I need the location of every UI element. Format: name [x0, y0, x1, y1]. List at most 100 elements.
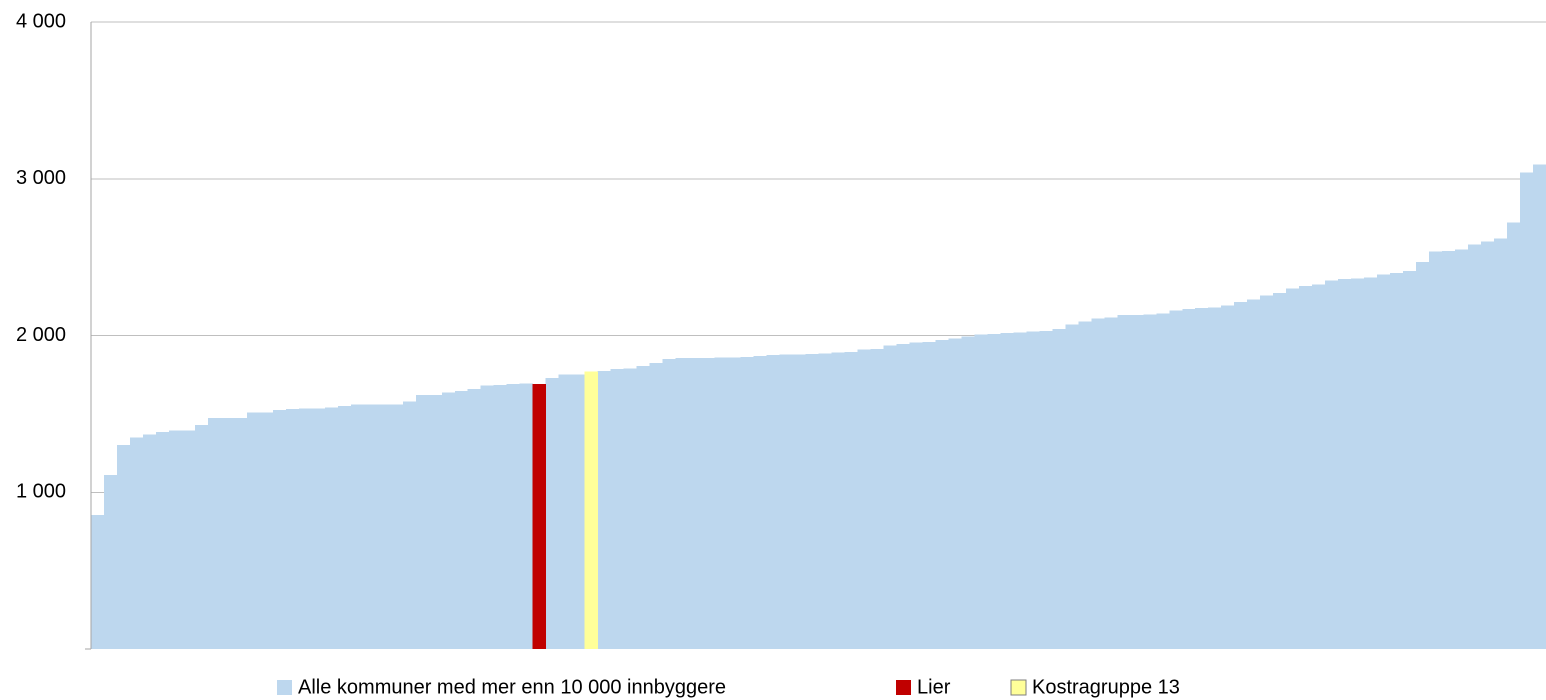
- bar: [1143, 314, 1157, 649]
- bar: [636, 366, 651, 649]
- legend-label: Alle kommuner med mer enn 10 000 innbygg…: [298, 676, 726, 698]
- bar: [1468, 244, 1482, 649]
- bar: [610, 369, 625, 649]
- bar: [1169, 310, 1183, 649]
- bar: [623, 368, 638, 649]
- bar: [259, 412, 274, 649]
- bar: [857, 349, 871, 649]
- bar: [753, 355, 768, 649]
- bar: [649, 362, 664, 649]
- bar: [337, 406, 352, 649]
- bar: [922, 341, 936, 649]
- bar: [402, 401, 417, 649]
- bar: [974, 334, 988, 649]
- legend-label: Lier: [917, 676, 951, 698]
- bar: [1299, 286, 1313, 649]
- bar: [987, 333, 1001, 649]
- bar: [194, 424, 209, 649]
- bar: [272, 409, 287, 649]
- bar: [779, 354, 794, 649]
- bar: [454, 391, 469, 649]
- bar: [662, 359, 677, 649]
- bar: [1104, 317, 1118, 649]
- bar: [558, 374, 573, 649]
- bar: [155, 431, 170, 649]
- bar: [831, 352, 845, 649]
- bar: [909, 342, 923, 649]
- bar: [883, 345, 897, 649]
- bar: [896, 344, 910, 649]
- legend-label: Kostragruppe 13: [1032, 676, 1180, 698]
- bar: [1520, 172, 1534, 650]
- bar: [298, 408, 313, 649]
- bar: [428, 395, 443, 649]
- bar: [220, 417, 235, 649]
- y-tick-label: 4 000: [16, 10, 66, 32]
- bar: [1273, 293, 1287, 649]
- bar: [961, 336, 975, 649]
- bar: [766, 355, 781, 649]
- bar: [1117, 315, 1131, 649]
- bar: [1156, 313, 1170, 649]
- bar: [506, 384, 521, 649]
- bar: [1039, 330, 1053, 649]
- bar: [532, 384, 547, 649]
- bar: [311, 408, 326, 649]
- bar: [480, 385, 495, 649]
- bar: [389, 404, 404, 649]
- bar: [363, 404, 378, 649]
- bar: [740, 357, 755, 649]
- bar: [350, 404, 365, 649]
- bar: [1195, 308, 1209, 649]
- bar: [1507, 222, 1521, 649]
- bar: [116, 445, 131, 649]
- bar: [597, 370, 612, 649]
- bar: [493, 384, 508, 649]
- bar: [441, 392, 456, 649]
- bar: [1442, 250, 1456, 650]
- bar: [1013, 332, 1027, 649]
- y-tick-label: 3 000: [16, 167, 66, 189]
- bar: [1091, 318, 1105, 649]
- bar: [103, 475, 118, 649]
- legend-swatch: [1010, 679, 1027, 696]
- bar: [1312, 284, 1326, 649]
- bar: [1247, 299, 1261, 649]
- y-tick-label: 2 000: [16, 324, 66, 346]
- bar: [181, 430, 196, 649]
- bar: [792, 354, 807, 649]
- bar: [207, 417, 222, 649]
- bar: [1481, 241, 1495, 649]
- bar: [1338, 279, 1352, 649]
- bar: [805, 353, 819, 649]
- bar: [844, 351, 858, 649]
- bar: [415, 395, 430, 649]
- bar: [584, 371, 599, 649]
- bar: [168, 430, 183, 649]
- bar: [571, 374, 586, 649]
- bar: [1416, 261, 1430, 649]
- bar: [688, 358, 703, 649]
- bar: [1286, 288, 1300, 649]
- bar: [1403, 271, 1417, 649]
- bar: [1208, 307, 1222, 649]
- bar: [701, 357, 716, 649]
- legend-swatch: [896, 680, 911, 695]
- bar: [1429, 251, 1443, 650]
- bar: [1052, 329, 1066, 649]
- bar: [948, 338, 962, 649]
- bar: [1000, 333, 1014, 649]
- bar: [1455, 249, 1469, 649]
- bar: [870, 348, 884, 649]
- bar: [1351, 278, 1365, 649]
- bar: [1533, 164, 1546, 649]
- bar: [1026, 331, 1040, 649]
- bar: [1377, 274, 1391, 649]
- bar: [91, 514, 105, 649]
- bar: [324, 407, 339, 649]
- bar: [1078, 321, 1092, 649]
- bar: [1364, 277, 1378, 649]
- bar: [376, 404, 391, 649]
- bar: [818, 353, 832, 649]
- bar: [142, 434, 157, 649]
